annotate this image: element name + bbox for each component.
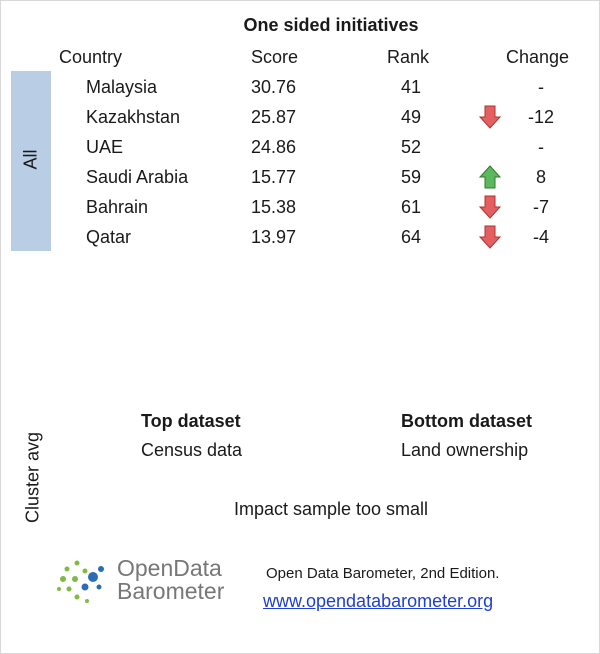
cell-score: 25.87 [251,107,297,127]
cell-country: Bahrain [86,197,149,217]
arrow-up [479,165,501,189]
cell-score: 30.76 [251,77,297,97]
cell-country: Saudi Arabia [86,167,189,187]
header-change: Change [506,47,570,67]
link[interactable]: www.opendatabarometer.org [263,591,494,611]
header-country: Country [59,47,123,67]
arrow-down [479,195,501,219]
cell-score: 13.97 [251,227,297,247]
logo-dots [57,560,104,603]
bottom-heading: Bottom dataset [401,411,533,431]
edition: Open Data Barometer, 2nd Edition. [266,565,500,582]
group-label: All [20,149,41,170]
logo-line1: OpenData [117,555,222,581]
cell-change: - [538,77,544,97]
cell-change: 8 [535,167,547,187]
arrow-down [479,105,501,129]
logo-line2: Barometer [117,578,225,604]
cell-change: - [538,137,544,157]
header-rank: Rank [387,47,430,67]
top-value: Census data [141,440,243,460]
cell-change: -7 [532,197,550,217]
cell-score: 15.38 [251,197,297,217]
cell-rank: 52 [401,137,422,157]
cell-score: 24.86 [251,137,297,157]
cell-country: Malaysia [86,77,158,97]
cell-rank: 49 [401,107,422,127]
cell-rank: 59 [401,167,422,187]
cell-score: 15.77 [251,167,297,187]
cell-country: Qatar [86,227,132,247]
cluster-label: Cluster avg [22,431,43,524]
arrow-down [479,225,501,249]
cell-country: Kazakhstan [86,107,181,127]
cell-rank: 41 [401,77,422,97]
cell-change: -12 [527,107,555,127]
bottom-value: Land ownership [401,440,529,460]
note: Impact sample too small [233,499,429,519]
cell-rank: 64 [401,227,422,247]
top-heading: Top dataset [141,411,241,431]
group-band [11,71,51,251]
cell-change: -4 [532,227,550,247]
cell-country: UAE [86,137,124,157]
cell-rank: 61 [401,197,422,217]
title: One sided initiatives [243,15,419,35]
header-score: Score [251,47,299,67]
